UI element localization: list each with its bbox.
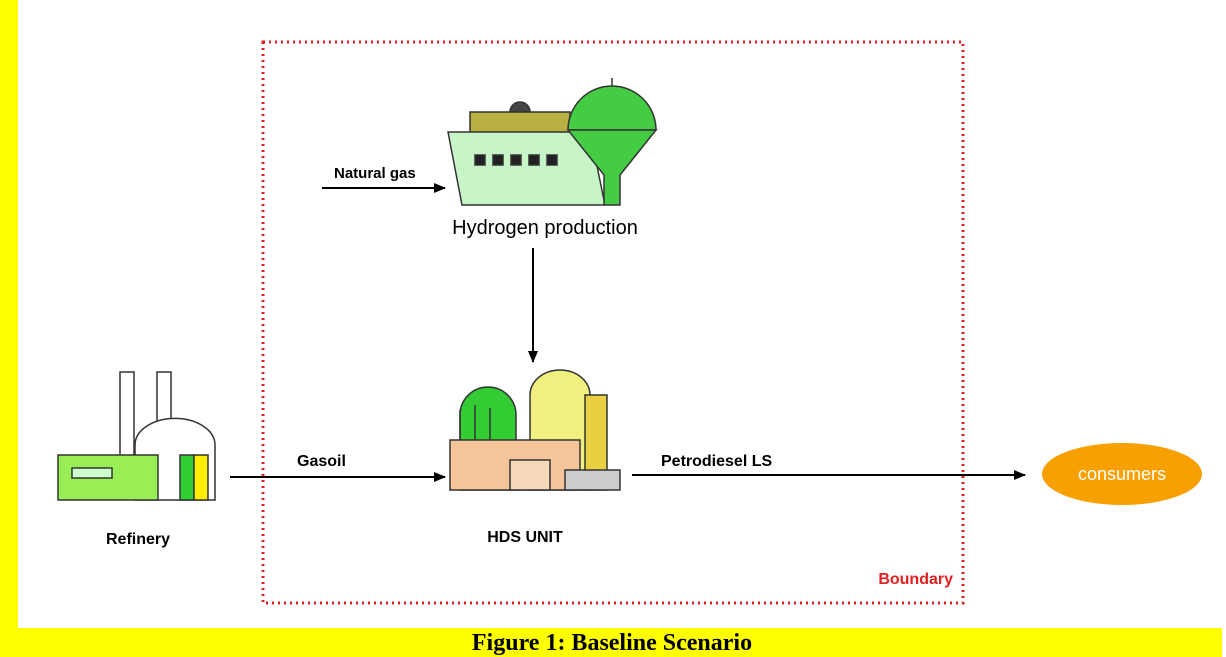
hydrogen-icon bbox=[448, 78, 656, 205]
boundary-label: Boundary bbox=[878, 571, 953, 588]
node-label: Refinery bbox=[106, 531, 170, 548]
refinery-icon bbox=[58, 372, 215, 500]
node-label: Hydrogen production bbox=[452, 217, 638, 239]
flow-label: Natural gas bbox=[334, 165, 416, 182]
node-label: consumers bbox=[1078, 464, 1166, 484]
hds-icon bbox=[450, 370, 620, 490]
left-bar bbox=[0, 0, 18, 657]
flow-label: Gasoil bbox=[297, 453, 346, 470]
node-label: HDS UNIT bbox=[487, 529, 563, 546]
flow-label: Petrodiesel LS bbox=[661, 453, 772, 470]
caption: Figure 1: Baseline Scenario bbox=[472, 630, 752, 656]
diagram: Figure 1: Baseline Scenario Boundary Hyd… bbox=[0, 0, 1226, 657]
